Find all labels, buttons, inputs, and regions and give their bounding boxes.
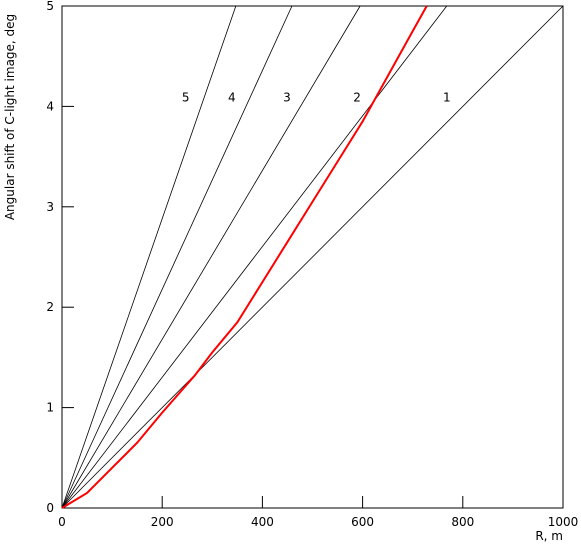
y-axis-label: Angular shift of C-light image, deg <box>3 14 17 220</box>
y-tick-label: 3 <box>46 200 54 214</box>
line <box>61 5 237 509</box>
x-axis-label: R, m <box>535 529 563 543</box>
y-tick-label: 0 <box>46 501 54 515</box>
x-tick-label: 1000 <box>548 515 579 529</box>
x-tick-label: 400 <box>251 515 274 529</box>
annotation: 5 <box>182 90 190 104</box>
x-tick-label: 600 <box>351 515 374 529</box>
annotation: 2 <box>353 90 361 104</box>
line <box>61 5 564 509</box>
y-tick-label: 5 <box>46 0 54 13</box>
x-tick-label: 800 <box>451 515 474 529</box>
line <box>61 5 428 509</box>
y-tick-label: 4 <box>46 99 54 113</box>
annotation: 3 <box>283 90 291 104</box>
x-tick-label: 200 <box>151 515 174 529</box>
line <box>61 5 293 509</box>
y-tick-label: 1 <box>46 401 54 415</box>
line <box>61 5 361 509</box>
annotation: 4 <box>228 90 236 104</box>
plot-frame <box>61 5 564 509</box>
x-tick-label: 0 <box>58 515 66 529</box>
y-tick-label: 2 <box>46 300 54 314</box>
line <box>61 5 448 509</box>
annotation: 1 <box>443 90 451 104</box>
